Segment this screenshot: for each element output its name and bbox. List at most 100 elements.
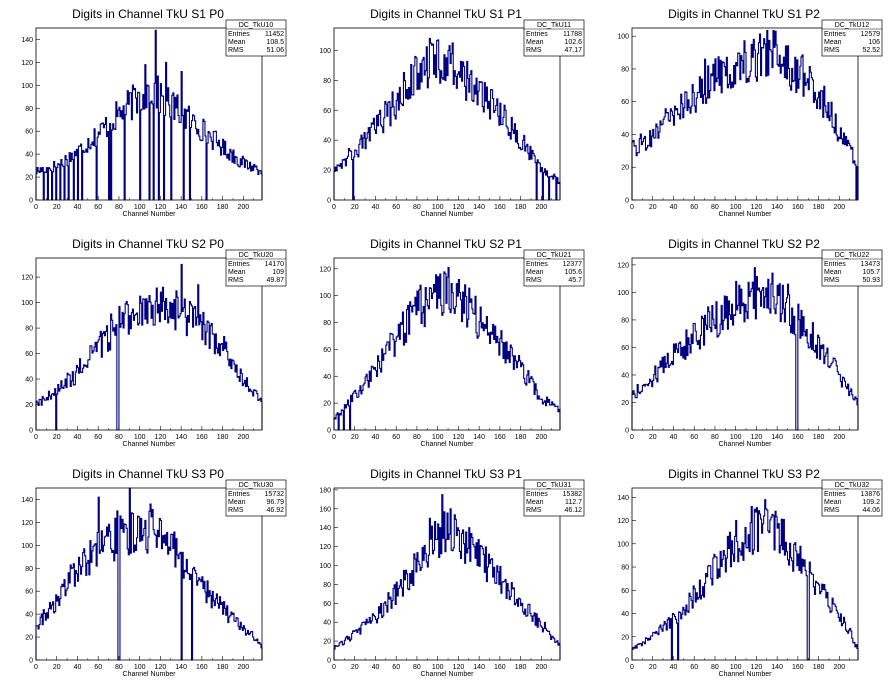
stats-value: 13473 bbox=[861, 261, 881, 268]
x-tick-label: 140 bbox=[473, 664, 485, 671]
x-tick-label: 200 bbox=[833, 204, 845, 211]
stats-label: Mean bbox=[526, 269, 544, 276]
x-tick-label: 20 bbox=[351, 204, 359, 211]
stats-value: 112.7 bbox=[565, 499, 582, 506]
y-tick-label: 100 bbox=[617, 541, 629, 548]
stats-value: 12579 bbox=[861, 31, 881, 38]
stats-label: RMS bbox=[824, 507, 840, 514]
stats-label: RMS bbox=[824, 277, 840, 284]
x-tick-label: 80 bbox=[413, 664, 421, 671]
stats-value: 96.79 bbox=[266, 499, 284, 506]
x-tick-label: 180 bbox=[813, 204, 825, 211]
stats-label: RMS bbox=[526, 277, 542, 284]
stats-hist-name: DC_TkU30 bbox=[239, 482, 274, 489]
plot-frame bbox=[631, 27, 859, 201]
y-tick-label: 60 bbox=[25, 589, 33, 596]
stats-value: 47.17 bbox=[564, 47, 582, 54]
chart-title: Digits in Channel TkU S3 P0 bbox=[72, 467, 224, 481]
stats-label: Entries bbox=[824, 491, 846, 498]
stats-label: RMS bbox=[526, 507, 542, 514]
x-tick-label: 0 bbox=[630, 434, 634, 441]
histogram-chart: Digits in Channel TkU S1 P1 0 20 40 60 80 100 1… bbox=[319, 7, 585, 218]
chart-title: Digits in Channel TkU S2 P0 bbox=[72, 237, 224, 251]
stats-value: 105.6 bbox=[564, 269, 582, 276]
x-tick-label: 60 bbox=[392, 204, 400, 211]
x-tick-label: 120 bbox=[155, 434, 167, 441]
stats-value: 108.5 bbox=[266, 39, 284, 46]
plot-frame bbox=[35, 27, 263, 201]
y-tick-label: 120 bbox=[617, 262, 629, 269]
y-tick-label: 60 bbox=[621, 345, 629, 352]
x-tick-label: 20 bbox=[53, 664, 61, 671]
y-tick-label: 140 bbox=[319, 525, 331, 532]
x-tick-label: 140 bbox=[175, 204, 187, 211]
histogram-line bbox=[35, 29, 263, 201]
y-tick-label: 80 bbox=[621, 317, 629, 324]
x-tick-label: 120 bbox=[751, 664, 763, 671]
x-tick-label: 160 bbox=[494, 434, 506, 441]
x-tick-label: 160 bbox=[792, 204, 804, 211]
x-tick-label: 60 bbox=[690, 434, 698, 441]
plot-frame bbox=[631, 257, 859, 431]
y-tick-label: 0 bbox=[625, 198, 629, 205]
x-tick-label: 20 bbox=[351, 664, 359, 671]
stats-label: Entries bbox=[526, 261, 548, 268]
x-tick-label: 180 bbox=[217, 664, 229, 671]
x-tick-label: 200 bbox=[237, 204, 249, 211]
x-tick-label: 140 bbox=[771, 204, 783, 211]
y-tick-label: 20 bbox=[621, 634, 629, 641]
x-tick-label: 200 bbox=[833, 664, 845, 671]
stats-box bbox=[523, 249, 585, 287]
histogram-chart: Digits in Channel TkU S2 P1 0 20 40 60 80 100 1… bbox=[319, 237, 585, 448]
x-tick-label: 140 bbox=[175, 434, 187, 441]
stats-box bbox=[523, 479, 585, 517]
chart-title: Digits in Channel TkU S1 P0 bbox=[72, 7, 224, 21]
x-axis-title: Channel Number bbox=[421, 211, 475, 218]
x-tick-label: 140 bbox=[473, 434, 485, 441]
x-tick-label: 160 bbox=[196, 434, 208, 441]
x-tick-label: 200 bbox=[833, 434, 845, 441]
x-tick-label: 200 bbox=[237, 434, 249, 441]
x-tick-label: 180 bbox=[515, 204, 527, 211]
stats-value: 46.92 bbox=[266, 507, 284, 514]
x-tick-label: 140 bbox=[175, 664, 187, 671]
y-tick-label: 100 bbox=[21, 83, 33, 90]
histogram-line bbox=[35, 263, 263, 431]
x-tick-label: 140 bbox=[473, 204, 485, 211]
y-tick-label: 20 bbox=[323, 639, 331, 646]
plot-frame bbox=[333, 27, 561, 201]
x-tick-label: 20 bbox=[649, 664, 657, 671]
x-tick-label: 180 bbox=[217, 204, 229, 211]
y-tick-label: 100 bbox=[319, 563, 331, 570]
y-tick-label: 80 bbox=[323, 582, 331, 589]
y-tick-label: 20 bbox=[621, 165, 629, 172]
stats-value: 102.6 bbox=[564, 39, 582, 46]
y-tick-label: 0 bbox=[625, 428, 629, 435]
y-tick-label: 20 bbox=[621, 400, 629, 407]
stats-label: Mean bbox=[824, 39, 842, 46]
x-tick-label: 0 bbox=[34, 664, 38, 671]
x-tick-label: 120 bbox=[751, 434, 763, 441]
stats-label: RMS bbox=[228, 507, 244, 514]
y-tick-label: 20 bbox=[323, 168, 331, 175]
x-tick-label: 40 bbox=[670, 664, 678, 671]
stats-value: 109 bbox=[272, 269, 284, 276]
stats-label: Entries bbox=[824, 261, 846, 268]
x-axis-title: Channel Number bbox=[719, 671, 773, 678]
x-tick-label: 160 bbox=[792, 434, 804, 441]
x-tick-label: 80 bbox=[711, 204, 719, 211]
stats-value: 44.06 bbox=[862, 507, 880, 514]
y-tick-label: 0 bbox=[29, 428, 33, 435]
y-tick-label: 0 bbox=[29, 198, 33, 205]
histogram-panel: Digits in Channel TkU S2 P2 0 20 40 60 80 100 1… bbox=[596, 230, 894, 460]
y-tick-label: 140 bbox=[21, 497, 33, 504]
histogram-panel: Digits in Channel TkU S2 P0 0 20 40 60 80 100 1… bbox=[0, 230, 298, 460]
histogram-panel: Digits in Channel TkU S3 P2 0 20 40 60 80 100 1… bbox=[596, 460, 894, 690]
stats-label: Mean bbox=[228, 269, 246, 276]
stats-hist-name: DC_TkU12 bbox=[835, 22, 870, 29]
histogram-chart: Digits in Channel TkU S1 P2 0 20 40 60 80 100 1… bbox=[617, 7, 883, 218]
x-tick-label: 200 bbox=[535, 434, 547, 441]
y-tick-label: 40 bbox=[323, 374, 331, 381]
stats-box bbox=[523, 19, 585, 57]
x-tick-label: 180 bbox=[217, 434, 229, 441]
